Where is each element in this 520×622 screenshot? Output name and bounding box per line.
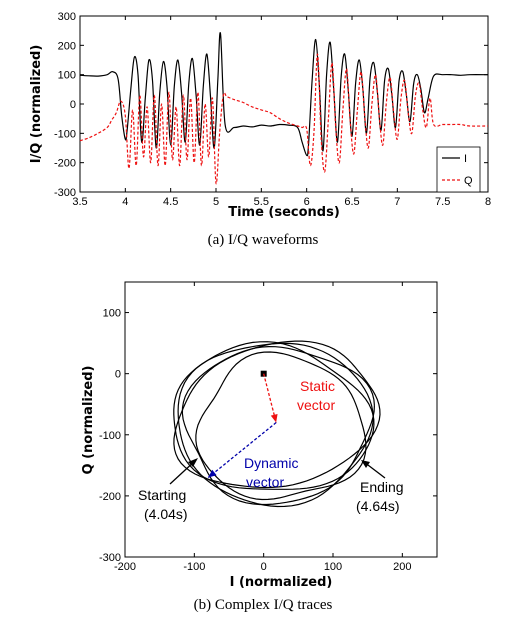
chart-a-xtick-label: 6.5 (344, 196, 359, 208)
chart-a-ytick-label: 100 (58, 70, 76, 82)
starting-arrowhead (188, 458, 198, 467)
series-i-line (79, 32, 489, 157)
legend-box (436, 146, 481, 193)
static-vector-arrowhead (270, 413, 278, 423)
chart-b-ytick-label: 100 (103, 308, 121, 320)
chart-b-ylabel: Q (normalized) (81, 366, 96, 475)
chart-b-annotations: Static vector Dynamic vector Starting (4… (138, 370, 404, 522)
chart-b-loops (173, 340, 381, 508)
dynamic-vector-arrow (207, 422, 277, 479)
chart-b-xlabel: I (normalized) (230, 575, 333, 590)
chart-a-ytick-label: 0 (70, 99, 76, 111)
chart-a-ticks: 3.5 4 4.5 5 5.5 6 6.5 7 7.5 8 -300 -200 -100 0 100 200 3… (54, 11, 491, 208)
ending-label-line1: Ending (360, 479, 404, 495)
chart-a-xtick-label: 5.5 (254, 196, 269, 208)
chart-a-xtick-label: 4 (122, 196, 128, 208)
chart-a-xtick-label: 7.5 (435, 196, 450, 208)
static-vector-label-line2: vector (297, 397, 335, 413)
iq-trace-loop (173, 340, 381, 489)
chart-b-caption: (b) Complex I/Q traces (194, 597, 333, 613)
dynamic-vector-arrowhead (208, 469, 217, 478)
chart-b-ytick-label: -100 (99, 430, 121, 442)
chart-a-xtick-label: 8 (485, 196, 491, 208)
series-q-line (79, 53, 489, 184)
iq-trace-loop (177, 342, 374, 508)
chart-a-xtick-label: 6 (304, 196, 310, 208)
starting-label-line2: (4.04s) (144, 506, 188, 522)
ending-arrowhead (361, 460, 370, 468)
static-vector-arrow (263, 373, 277, 423)
chart-a-ytick-label: -100 (54, 128, 76, 140)
ending-label-line2: (4.64s) (356, 498, 400, 514)
chart-b-ytick-label: -300 (99, 552, 121, 564)
chart-a-series (79, 32, 489, 184)
chart-b-plot-area (124, 281, 438, 558)
chart-b-ytick-label: -200 (99, 491, 121, 503)
chart-a-xtick-label: 4.5 (163, 196, 178, 208)
chart-b-xtick-label: 100 (324, 561, 342, 573)
chart-a: 3.5 4 4.5 5 5.5 6 6.5 7 7.5 8 -300 -200 -100 0 100 200 3… (29, 11, 491, 248)
chart-a-ytick-label: -200 (54, 158, 76, 170)
chart-a-legend: I Q (436, 146, 481, 193)
chart-a-ytick-label: 300 (58, 11, 76, 23)
chart-a-xtick-label: 7 (394, 196, 400, 208)
dynamic-vector-label-line1: Dynamic (244, 455, 298, 471)
legend-label-q: Q (464, 175, 473, 187)
iq-trace-loop (173, 341, 375, 490)
iq-trace-loop (195, 351, 367, 501)
legend-label-i: I (464, 153, 467, 165)
chart-b-xtick-label: 200 (393, 561, 411, 573)
dynamic-vector-label-line2: vector (246, 474, 284, 490)
chart-a-ytick-label: 200 (58, 40, 76, 52)
chart-a-xtick-label: 3.5 (72, 196, 87, 208)
chart-b-xtick-label: 0 (261, 561, 267, 573)
chart-a-xlabel: Time (seconds) (228, 205, 340, 220)
chart-a-ytick-label: -300 (54, 187, 76, 199)
chart-a-caption: (a) I/Q waveforms (208, 232, 319, 248)
chart-b-ytick-label: 0 (115, 369, 121, 381)
chart-b-xtick-label: -200 (114, 561, 136, 573)
chart-a-ylabel: I/Q (normalized) (29, 45, 44, 164)
chart-a-xtick-label: 5 (213, 196, 219, 208)
starting-label-line1: Starting (138, 487, 186, 503)
chart-b-xtick-label: -100 (183, 561, 205, 573)
static-vector-label-line1: Static (300, 378, 335, 394)
chart-a-plot-area (79, 15, 489, 193)
